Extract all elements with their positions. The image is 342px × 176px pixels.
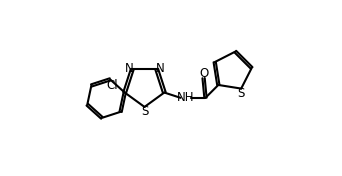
Text: O: O bbox=[199, 67, 208, 80]
Text: S: S bbox=[237, 87, 245, 100]
Text: NH: NH bbox=[177, 91, 194, 104]
Text: S: S bbox=[141, 105, 148, 118]
Text: N: N bbox=[125, 62, 134, 75]
Text: N: N bbox=[155, 62, 164, 75]
Text: Cl: Cl bbox=[107, 79, 118, 92]
